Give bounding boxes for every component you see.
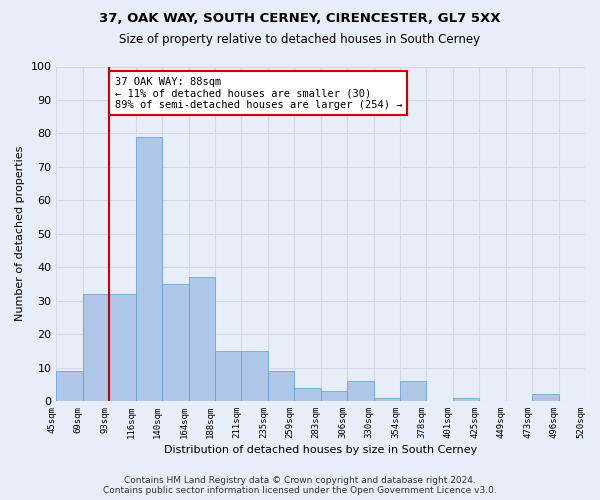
Bar [400, 381, 427, 401]
Bar [294, 388, 321, 401]
Text: Size of property relative to detached houses in South Cerney: Size of property relative to detached ho… [119, 32, 481, 46]
Text: Contains HM Land Registry data © Crown copyright and database right 2024.
Contai: Contains HM Land Registry data © Crown c… [103, 476, 497, 495]
Bar [268, 371, 294, 401]
Bar [453, 398, 479, 401]
Text: 37 OAK WAY: 88sqm
← 11% of detached houses are smaller (30)
89% of semi-detached: 37 OAK WAY: 88sqm ← 11% of detached hous… [115, 76, 402, 110]
Bar [347, 381, 374, 401]
X-axis label: Distribution of detached houses by size in South Cerney: Distribution of detached houses by size … [164, 445, 478, 455]
Bar [83, 294, 109, 401]
Bar [532, 394, 559, 401]
Bar [56, 371, 83, 401]
Bar [136, 136, 162, 401]
Bar [241, 351, 268, 401]
Text: 37, OAK WAY, SOUTH CERNEY, CIRENCESTER, GL7 5XX: 37, OAK WAY, SOUTH CERNEY, CIRENCESTER, … [99, 12, 501, 26]
Bar [321, 391, 347, 401]
Bar [215, 351, 241, 401]
Bar [109, 294, 136, 401]
Bar [162, 284, 188, 401]
Y-axis label: Number of detached properties: Number of detached properties [15, 146, 25, 322]
Bar [188, 277, 215, 401]
Bar [374, 398, 400, 401]
